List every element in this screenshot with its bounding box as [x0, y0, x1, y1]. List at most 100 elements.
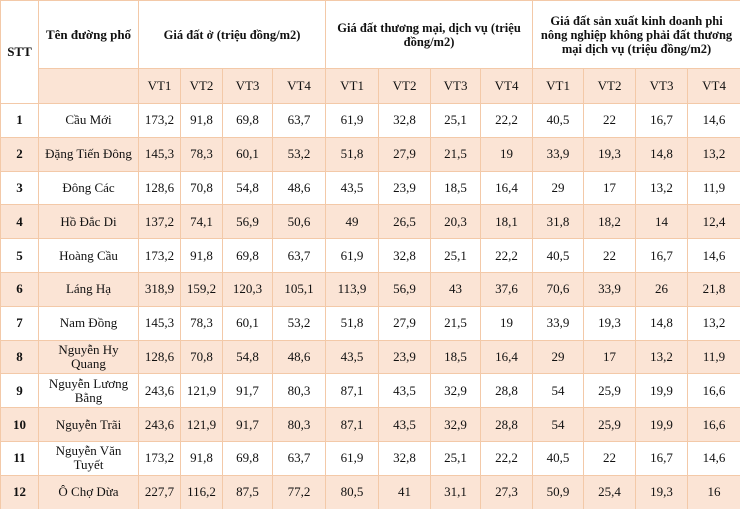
price-cell: 27,3 [480, 474, 534, 509]
price-cell: 16,7 [635, 238, 689, 273]
subcolumn-header: VT1 [325, 68, 380, 104]
price-cell: 16,4 [480, 170, 534, 206]
price-cell: 43,5 [325, 339, 380, 375]
price-cell: 54 [532, 407, 585, 442]
stt-cell: 8 [0, 339, 39, 375]
price-cell: 70,8 [180, 339, 223, 375]
price-cell: 22 [583, 238, 637, 273]
price-cell: 32,9 [430, 407, 482, 442]
price-cell: 19,9 [635, 407, 689, 442]
subcolumn-header: VT3 [430, 68, 482, 104]
price-cell: 121,9 [180, 373, 223, 409]
price-cell: 14,6 [687, 238, 740, 273]
price-cell: 77,2 [271, 474, 327, 509]
stt-cell: 12 [0, 474, 39, 509]
stt-cell: 11 [0, 440, 39, 476]
price-cell: 137,2 [138, 204, 181, 240]
header-row: STT Tên đường phố Giá đất ở (triệu đồng/… [0, 0, 740, 104]
price-cell: 19,3 [583, 136, 637, 172]
price-cell: 87,5 [222, 474, 273, 509]
price-cell: 60,1 [222, 136, 273, 172]
price-cell: 243,6 [138, 373, 181, 409]
subheader-row: VT1 VT2 VT3 VT4 VT1 VT2 VT3 VT4 VT1 VT2 VT3 VT4 [0, 68, 740, 104]
price-cell: 145,3 [138, 305, 181, 341]
street-cell: Cầu Mới [38, 103, 139, 138]
price-cell: 48,6 [271, 339, 327, 375]
table-row: 8 Nguyễn Hy Quang 128,6 70,8 54,8 48,6 43,5 23,… [0, 339, 740, 375]
price-cell: 22 [583, 103, 637, 138]
price-cell: 20,3 [430, 204, 482, 240]
price-cell: 63,7 [271, 440, 327, 476]
price-cell: 22 [583, 440, 637, 476]
table-row: 4 Hồ Đắc Di 137,2 74,1 56,9 50,6 49 26,5 20,3 18,… [0, 204, 740, 240]
price-cell: 56,9 [222, 204, 273, 240]
street-cell: Nguyễn Trãi [38, 407, 139, 442]
subcolumn-header: VT4 [271, 68, 327, 104]
price-cell: 19,3 [635, 474, 689, 509]
price-cell: 128,6 [138, 339, 181, 375]
subcolumn-header: VT1 [532, 68, 585, 104]
price-cell: 27,9 [378, 136, 432, 172]
price-cell: 43,5 [325, 170, 380, 206]
stt-cell: 9 [0, 373, 39, 409]
price-cell: 318,9 [138, 271, 181, 307]
price-cell: 91,8 [180, 103, 223, 138]
price-cell: 16,6 [687, 373, 740, 409]
price-cell: 80,5 [325, 474, 380, 509]
price-cell: 13,2 [687, 136, 740, 172]
price-cell: 29 [532, 170, 585, 206]
table-body: 1 Cầu Mới 173,2 91,8 69,8 63,7 61,9 32,8 25,1 22,… [0, 103, 740, 509]
price-cell: 40,5 [532, 238, 585, 273]
price-cell: 159,2 [180, 271, 223, 307]
subcolumn-header: VT2 [378, 68, 432, 104]
price-cell: 243,6 [138, 407, 181, 442]
price-cell: 105,1 [271, 271, 327, 307]
price-cell: 16,7 [635, 103, 689, 138]
table-row: 5 Hoàng Cầu 173,2 91,8 69,8 63,7 61,9 32,8 25,1 2… [0, 238, 740, 273]
price-cell: 21,5 [430, 305, 482, 341]
price-cell: 31,1 [430, 474, 482, 509]
price-cell: 25,1 [430, 238, 482, 273]
street-cell: Hoàng Cầu [38, 238, 139, 273]
price-cell: 26,5 [378, 204, 432, 240]
price-cell: 63,7 [271, 238, 327, 273]
empty-header [38, 68, 139, 104]
price-cell: 61,9 [325, 440, 380, 476]
price-cell: 145,3 [138, 136, 181, 172]
stt-cell: 1 [0, 103, 39, 138]
price-cell: 70,6 [532, 271, 585, 307]
price-cell: 78,3 [180, 305, 223, 341]
street-cell: Nam Đồng [38, 305, 139, 341]
price-cell: 54,8 [222, 170, 273, 206]
price-cell: 17 [583, 170, 637, 206]
group-header: Giá đất ở (triệu đồng/m2) [137, 0, 327, 69]
stt-cell: 10 [0, 407, 39, 442]
street-cell: Láng Hạ [38, 271, 139, 307]
price-cell: 87,1 [325, 407, 380, 442]
street-cell: Đặng Tiến Đông [38, 136, 139, 172]
price-cell: 12,4 [687, 204, 740, 240]
price-cell: 21,8 [687, 271, 740, 307]
price-cell: 18,1 [480, 204, 534, 240]
price-cell: 69,8 [222, 440, 273, 476]
price-cell: 28,8 [480, 407, 534, 442]
subcolumn-header: VT2 [180, 68, 223, 104]
price-cell: 14,6 [687, 103, 740, 138]
price-cell: 19 [480, 136, 534, 172]
price-cell: 173,2 [138, 103, 181, 138]
price-cell: 32,8 [378, 238, 432, 273]
table-row: 12 Ô Chợ Dừa 227,7 116,2 87,5 77,2 80,5 41 31,1 2… [0, 474, 740, 509]
price-cell: 11,9 [687, 339, 740, 375]
stt-cell: 4 [0, 204, 39, 240]
price-cell: 43 [430, 271, 482, 307]
table-row: 2 Đặng Tiến Đông 145,3 78,3 60,1 53,2 51,8 27,9… [0, 136, 740, 172]
group-header: Giá đất sản xuất kinh doanh phi nông ngh… [532, 0, 740, 69]
price-cell: 29 [532, 339, 585, 375]
stt-cell: 6 [0, 271, 39, 307]
price-cell: 120,3 [222, 271, 273, 307]
price-cell: 27,9 [378, 305, 432, 341]
price-cell: 74,1 [180, 204, 223, 240]
stt-cell: 3 [0, 170, 39, 206]
subcolumn-header: VT4 [480, 68, 534, 104]
